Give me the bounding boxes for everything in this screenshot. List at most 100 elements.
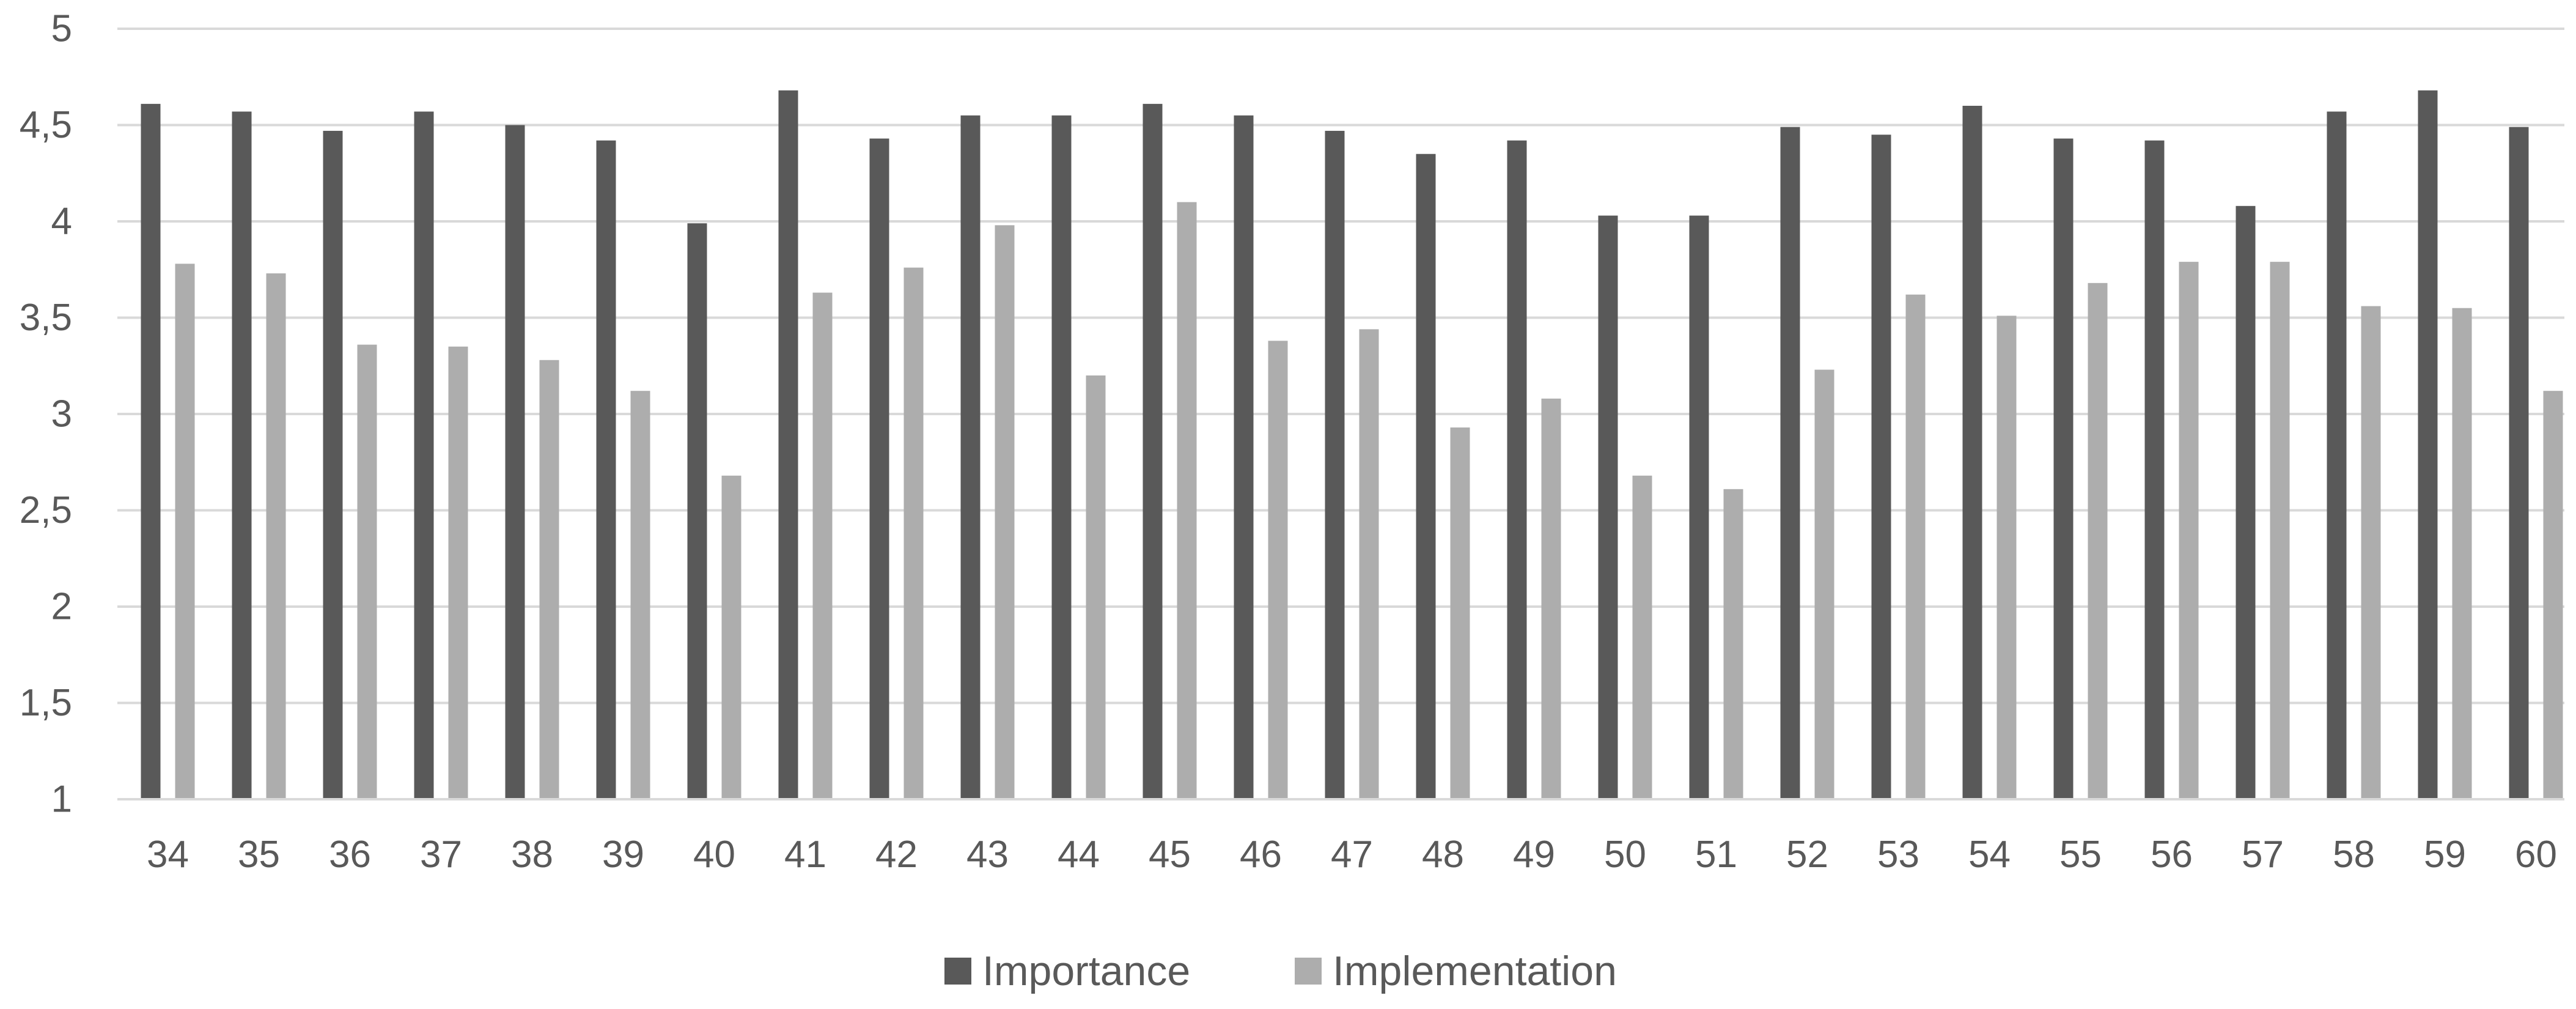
bar-importance-38: [505, 125, 525, 799]
bar-importance-50: [1598, 215, 1618, 799]
x-tick-label: 42: [875, 833, 918, 876]
bar-implementation-54: [1996, 316, 2017, 799]
bar-implementation-53: [1905, 294, 1926, 799]
legend-swatch-importance: [944, 958, 971, 985]
x-tick-label: 34: [147, 833, 189, 876]
bar-implementation-34: [175, 264, 195, 799]
x-tick-label: 60: [2515, 833, 2557, 876]
bar-importance-46: [1234, 115, 1254, 799]
x-tick-label: 51: [1695, 833, 1737, 876]
bar-importance-56: [2144, 140, 2165, 800]
y-tick-label: 2,5: [20, 489, 72, 531]
bar-implementation-39: [630, 391, 650, 799]
x-tick-label: 52: [1786, 833, 1828, 876]
bars: [141, 90, 2563, 800]
legend-swatch-implementation: [1295, 958, 1322, 985]
bar-importance-59: [2418, 90, 2438, 799]
bar-implementation-38: [539, 360, 559, 799]
bar-importance-40: [687, 223, 707, 799]
y-tick-label: 3,5: [20, 297, 72, 339]
x-tick-label: 40: [693, 833, 735, 876]
bar-implementation-56: [2179, 262, 2199, 799]
bar-implementation-46: [1268, 341, 1288, 799]
bar-importance-36: [323, 130, 343, 800]
bar-implementation-42: [903, 267, 924, 800]
x-tick-label: 37: [420, 833, 462, 876]
x-tick-label: 54: [1968, 833, 2011, 876]
bar-implementation-37: [448, 346, 468, 799]
bar-implementation-45: [1177, 202, 1197, 799]
x-tick-label: 56: [2151, 833, 2193, 876]
bar-importance-47: [1325, 130, 1345, 800]
bar-implementation-43: [995, 225, 1015, 799]
bar-importance-52: [1780, 127, 1800, 799]
x-tick-label: 46: [1240, 833, 1282, 876]
x-tick-label: 57: [2242, 833, 2284, 876]
legend: Importance Implementation: [944, 948, 1617, 994]
bar-implementation-58: [2361, 306, 2381, 800]
bar-importance-53: [1871, 135, 1891, 799]
bar-importance-43: [960, 115, 981, 799]
x-tick-label: 55: [2059, 833, 2102, 876]
x-tick-label: 48: [1422, 833, 1464, 876]
y-tick-label: 3: [51, 393, 72, 435]
bar-implementation-44: [1086, 375, 1106, 799]
bar-importance-35: [232, 111, 252, 800]
bar-implementation-57: [2270, 262, 2290, 799]
x-tick-label: 53: [1877, 833, 1919, 876]
x-tick-label: 44: [1058, 833, 1100, 876]
x-tick-label: 43: [966, 833, 1009, 876]
x-axis-ticks: 34 35 36 37 38 39 40 41 42 43 44 45 46 47 48 49 50 51 52 53…: [117, 798, 2564, 876]
bar-importance-45: [1143, 103, 1163, 800]
bar-importance-42: [869, 138, 889, 799]
bar-implementation-60: [2543, 391, 2563, 799]
y-axis-ticks: 1 1,5 2 2,5 3 3,5 4 4,5 5: [20, 8, 72, 821]
bar-implementation-59: [2452, 308, 2472, 799]
x-tick-label: 35: [238, 833, 280, 876]
bar-importance-48: [1416, 153, 1436, 799]
bar-implementation-50: [1632, 475, 1652, 799]
bar-importance-57: [2236, 205, 2256, 799]
bar-implementation-47: [1359, 329, 1379, 799]
bar-importance-54: [1962, 106, 1982, 799]
y-tick-label: 1: [51, 778, 72, 821]
bar-implementation-36: [357, 344, 377, 799]
bar-implementation-55: [2088, 283, 2108, 799]
x-tick-label: 38: [511, 833, 553, 876]
legend-label-implementation: Implementation: [1333, 948, 1617, 994]
y-tick-label: 4,5: [20, 104, 72, 146]
x-tick-label: 45: [1149, 833, 1191, 876]
y-tick-label: 5: [51, 8, 72, 50]
y-tick-label: 4: [51, 201, 72, 243]
x-tick-label: 39: [602, 833, 644, 876]
x-tick-label: 50: [1604, 833, 1646, 876]
x-tick-label: 41: [784, 833, 826, 876]
bar-importance-37: [414, 111, 434, 800]
bar-implementation-40: [721, 475, 742, 799]
bar-implementation-48: [1450, 427, 1470, 799]
y-tick-label: 2: [51, 586, 72, 628]
bar-importance-60: [2509, 127, 2529, 799]
x-tick-label: 36: [329, 833, 371, 876]
bar-importance-34: [141, 103, 161, 800]
bar-importance-49: [1507, 140, 1527, 800]
bar-importance-44: [1051, 115, 1072, 799]
bar-importance-55: [2053, 138, 2074, 799]
x-tick-label: 59: [2424, 833, 2466, 876]
bar-implementation-51: [1723, 489, 1743, 799]
y-tick-label: 1,5: [20, 682, 72, 724]
x-tick-label: 58: [2333, 833, 2375, 876]
bar-implementation-35: [266, 273, 286, 799]
bar-implementation-41: [812, 292, 833, 799]
x-tick-label: 49: [1513, 833, 1555, 876]
bar-importance-39: [596, 140, 616, 800]
bar-implementation-49: [1541, 398, 1561, 799]
bar-importance-58: [2327, 111, 2347, 800]
bar-importance-51: [1689, 215, 1709, 799]
bar-importance-41: [778, 90, 798, 799]
x-tick-label: 47: [1331, 833, 1373, 876]
legend-label-importance: Importance: [982, 948, 1190, 994]
bar-implementation-52: [1814, 369, 1834, 799]
